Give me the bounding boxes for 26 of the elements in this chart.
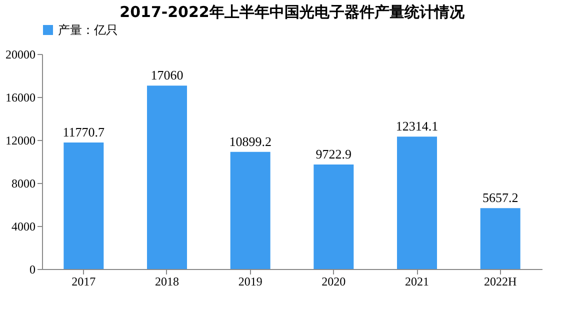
bar [147, 86, 187, 269]
chart-title: 2017-2022年上半年中国光电子器件产量统计情况 [120, 3, 466, 21]
legend-label: 产量：亿只 [58, 23, 118, 37]
data-label: 11770.7 [62, 124, 106, 140]
data-label: 9722.9 [316, 146, 352, 162]
data-label: 17060 [150, 68, 184, 83]
bar [397, 136, 437, 269]
x-tick-label: 2022H [484, 274, 517, 288]
y-tick-label: 20000 [6, 48, 36, 62]
x-tick-label: 2021 [405, 274, 429, 288]
bar [230, 152, 270, 269]
y-tick-label: 4000 [12, 220, 36, 234]
y-tick-label: 16000 [6, 90, 36, 104]
data-label: 10899.2 [229, 134, 272, 149]
x-tick-label: 2018 [155, 274, 179, 288]
y-tick-label: 8000 [12, 176, 36, 190]
bar [314, 164, 354, 269]
y-tick-label: 0 [30, 262, 36, 276]
x-tick-label: 2020 [322, 274, 346, 288]
bar [480, 208, 520, 269]
bar [64, 142, 104, 269]
x-tick-label: 2019 [238, 274, 262, 288]
x-tick-label: 2017 [72, 274, 96, 288]
data-label: 12314.1 [396, 118, 438, 134]
data-label: 5657.2 [482, 190, 518, 206]
y-tick-label: 12000 [6, 134, 36, 148]
